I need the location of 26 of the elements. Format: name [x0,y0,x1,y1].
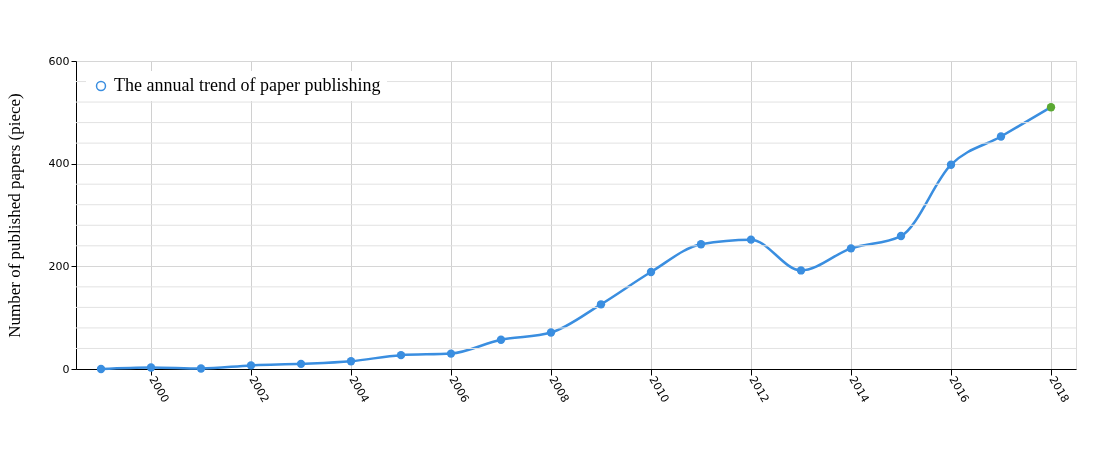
point [746,235,756,244]
point [846,244,856,253]
y-axis-title: Number of published papers (piece) [4,93,24,338]
y-tick-label: 400 [48,157,70,171]
point [996,132,1006,141]
point [796,266,806,275]
point [646,267,656,277]
point [246,361,256,370]
point [596,300,606,309]
point [896,231,906,241]
y-tick-label: 0 [62,362,70,376]
y-tick-label: 200 [48,259,70,273]
point [146,363,156,372]
y-tick-label: 600 [48,54,70,68]
point [346,357,356,366]
point [496,335,506,344]
legend-label: The annual trend of paper publishing [114,75,381,95]
point [396,350,406,360]
point [946,160,956,169]
point [696,240,706,249]
point [96,364,106,374]
point [446,349,456,358]
point [296,359,306,369]
point [546,328,556,337]
point [196,364,206,373]
point [1046,103,1056,112]
